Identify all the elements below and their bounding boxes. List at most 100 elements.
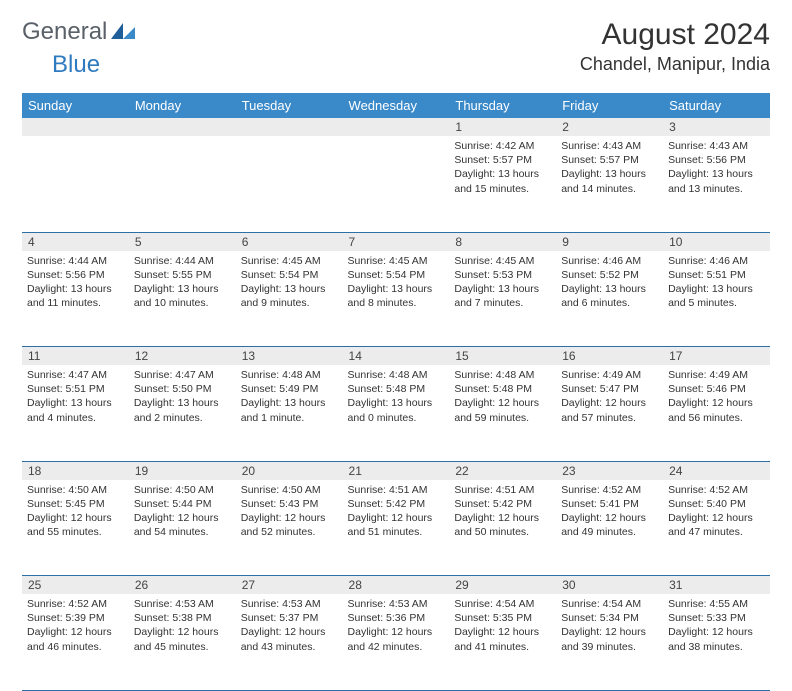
day-number: 3	[663, 118, 770, 136]
calendar-cell: Sunrise: 4:48 AMSunset: 5:48 PMDaylight:…	[343, 365, 450, 461]
sunrise-text: Sunrise: 4:45 AM	[454, 254, 551, 268]
cell-content: Sunrise: 4:50 AMSunset: 5:44 PMDaylight:…	[134, 480, 231, 540]
daylight-text: Daylight: 13 hours and 6 minutes.	[561, 282, 658, 310]
calendar-cell: Sunrise: 4:53 AMSunset: 5:38 PMDaylight:…	[129, 594, 236, 690]
sunset-text: Sunset: 5:50 PM	[134, 382, 231, 396]
daylight-text: Daylight: 12 hours and 50 minutes.	[454, 511, 551, 539]
calendar-row: Sunrise: 4:52 AMSunset: 5:39 PMDaylight:…	[22, 594, 770, 690]
sunrise-text: Sunrise: 4:42 AM	[454, 139, 551, 153]
cell-content: Sunrise: 4:44 AMSunset: 5:55 PMDaylight:…	[134, 251, 231, 311]
calendar-cell: Sunrise: 4:45 AMSunset: 5:53 PMDaylight:…	[449, 251, 556, 347]
day-number: 12	[129, 347, 236, 366]
daylight-text: Daylight: 13 hours and 2 minutes.	[134, 396, 231, 424]
calendar-row: Sunrise: 4:44 AMSunset: 5:56 PMDaylight:…	[22, 251, 770, 347]
sunrise-text: Sunrise: 4:44 AM	[27, 254, 124, 268]
calendar-cell: Sunrise: 4:54 AMSunset: 5:35 PMDaylight:…	[449, 594, 556, 690]
sunset-text: Sunset: 5:54 PM	[241, 268, 338, 282]
location-label: Chandel, Manipur, India	[580, 54, 770, 75]
daylight-text: Daylight: 12 hours and 46 minutes.	[27, 625, 124, 653]
sunset-text: Sunset: 5:47 PM	[561, 382, 658, 396]
day-number: 21	[343, 461, 450, 480]
daylight-text: Daylight: 13 hours and 5 minutes.	[668, 282, 765, 310]
sunrise-text: Sunrise: 4:47 AM	[27, 368, 124, 382]
day-number: 17	[663, 347, 770, 366]
day-number: 25	[22, 576, 129, 595]
sunset-text: Sunset: 5:37 PM	[241, 611, 338, 625]
daylight-text: Daylight: 12 hours and 51 minutes.	[348, 511, 445, 539]
daylight-text: Daylight: 13 hours and 14 minutes.	[561, 167, 658, 195]
calendar-cell	[129, 136, 236, 232]
sunset-text: Sunset: 5:42 PM	[348, 497, 445, 511]
sunset-text: Sunset: 5:56 PM	[27, 268, 124, 282]
day-number	[129, 118, 236, 136]
sunset-text: Sunset: 5:48 PM	[348, 382, 445, 396]
cell-content: Sunrise: 4:52 AMSunset: 5:41 PMDaylight:…	[561, 480, 658, 540]
daylight-text: Daylight: 12 hours and 54 minutes.	[134, 511, 231, 539]
sunrise-text: Sunrise: 4:48 AM	[348, 368, 445, 382]
cell-content: Sunrise: 4:53 AMSunset: 5:38 PMDaylight:…	[134, 594, 231, 654]
cell-content: Sunrise: 4:49 AMSunset: 5:46 PMDaylight:…	[668, 365, 765, 425]
daylight-text: Daylight: 13 hours and 9 minutes.	[241, 282, 338, 310]
sunrise-text: Sunrise: 4:50 AM	[134, 483, 231, 497]
cell-content: Sunrise: 4:45 AMSunset: 5:54 PMDaylight:…	[241, 251, 338, 311]
daylight-text: Daylight: 12 hours and 41 minutes.	[454, 625, 551, 653]
daylight-text: Daylight: 12 hours and 49 minutes.	[561, 511, 658, 539]
day-number-row: 18192021222324	[22, 461, 770, 480]
sunset-text: Sunset: 5:51 PM	[668, 268, 765, 282]
cell-content: Sunrise: 4:44 AMSunset: 5:56 PMDaylight:…	[27, 251, 124, 311]
day-number: 15	[449, 347, 556, 366]
day-header: Tuesday	[236, 93, 343, 118]
day-number: 7	[343, 232, 450, 251]
calendar-cell: Sunrise: 4:42 AMSunset: 5:57 PMDaylight:…	[449, 136, 556, 232]
calendar-cell: Sunrise: 4:48 AMSunset: 5:48 PMDaylight:…	[449, 365, 556, 461]
logo-text-part2: Blue	[52, 51, 100, 79]
sunset-text: Sunset: 5:53 PM	[454, 268, 551, 282]
cell-content: Sunrise: 4:55 AMSunset: 5:33 PMDaylight:…	[668, 594, 765, 654]
sunrise-text: Sunrise: 4:51 AM	[348, 483, 445, 497]
sunrise-text: Sunrise: 4:53 AM	[241, 597, 338, 611]
day-header-row: SundayMondayTuesdayWednesdayThursdayFrid…	[22, 93, 770, 118]
calendar-row: Sunrise: 4:47 AMSunset: 5:51 PMDaylight:…	[22, 365, 770, 461]
sunrise-text: Sunrise: 4:53 AM	[134, 597, 231, 611]
daylight-text: Daylight: 13 hours and 11 minutes.	[27, 282, 124, 310]
sunrise-text: Sunrise: 4:49 AM	[668, 368, 765, 382]
sunset-text: Sunset: 5:43 PM	[241, 497, 338, 511]
sunrise-text: Sunrise: 4:47 AM	[134, 368, 231, 382]
daylight-text: Daylight: 12 hours and 59 minutes.	[454, 396, 551, 424]
day-number: 28	[343, 576, 450, 595]
daylight-text: Daylight: 13 hours and 1 minute.	[241, 396, 338, 424]
cell-content: Sunrise: 4:48 AMSunset: 5:48 PMDaylight:…	[348, 365, 445, 425]
calendar-cell	[236, 136, 343, 232]
day-header: Thursday	[449, 93, 556, 118]
calendar-cell: Sunrise: 4:49 AMSunset: 5:46 PMDaylight:…	[663, 365, 770, 461]
sunset-text: Sunset: 5:57 PM	[561, 153, 658, 167]
cell-content: Sunrise: 4:48 AMSunset: 5:48 PMDaylight:…	[454, 365, 551, 425]
sunrise-text: Sunrise: 4:48 AM	[454, 368, 551, 382]
logo: General	[22, 18, 135, 46]
calendar-cell	[343, 136, 450, 232]
daylight-text: Daylight: 12 hours and 55 minutes.	[27, 511, 124, 539]
calendar-cell: Sunrise: 4:50 AMSunset: 5:43 PMDaylight:…	[236, 480, 343, 576]
sunset-text: Sunset: 5:52 PM	[561, 268, 658, 282]
sunset-text: Sunset: 5:51 PM	[27, 382, 124, 396]
calendar-cell: Sunrise: 4:45 AMSunset: 5:54 PMDaylight:…	[236, 251, 343, 347]
sunset-text: Sunset: 5:54 PM	[348, 268, 445, 282]
cell-content: Sunrise: 4:42 AMSunset: 5:57 PMDaylight:…	[454, 136, 551, 196]
calendar-cell: Sunrise: 4:50 AMSunset: 5:45 PMDaylight:…	[22, 480, 129, 576]
logo-icon	[111, 18, 135, 46]
day-number: 13	[236, 347, 343, 366]
calendar-cell: Sunrise: 4:52 AMSunset: 5:40 PMDaylight:…	[663, 480, 770, 576]
sunset-text: Sunset: 5:44 PM	[134, 497, 231, 511]
sunset-text: Sunset: 5:49 PM	[241, 382, 338, 396]
sunset-text: Sunset: 5:48 PM	[454, 382, 551, 396]
sunrise-text: Sunrise: 4:49 AM	[561, 368, 658, 382]
sunrise-text: Sunrise: 4:48 AM	[241, 368, 338, 382]
cell-content: Sunrise: 4:51 AMSunset: 5:42 PMDaylight:…	[454, 480, 551, 540]
day-number: 22	[449, 461, 556, 480]
day-number: 14	[343, 347, 450, 366]
calendar-cell: Sunrise: 4:46 AMSunset: 5:51 PMDaylight:…	[663, 251, 770, 347]
day-number: 6	[236, 232, 343, 251]
sunrise-text: Sunrise: 4:51 AM	[454, 483, 551, 497]
daylight-text: Daylight: 13 hours and 4 minutes.	[27, 396, 124, 424]
calendar-cell: Sunrise: 4:52 AMSunset: 5:41 PMDaylight:…	[556, 480, 663, 576]
